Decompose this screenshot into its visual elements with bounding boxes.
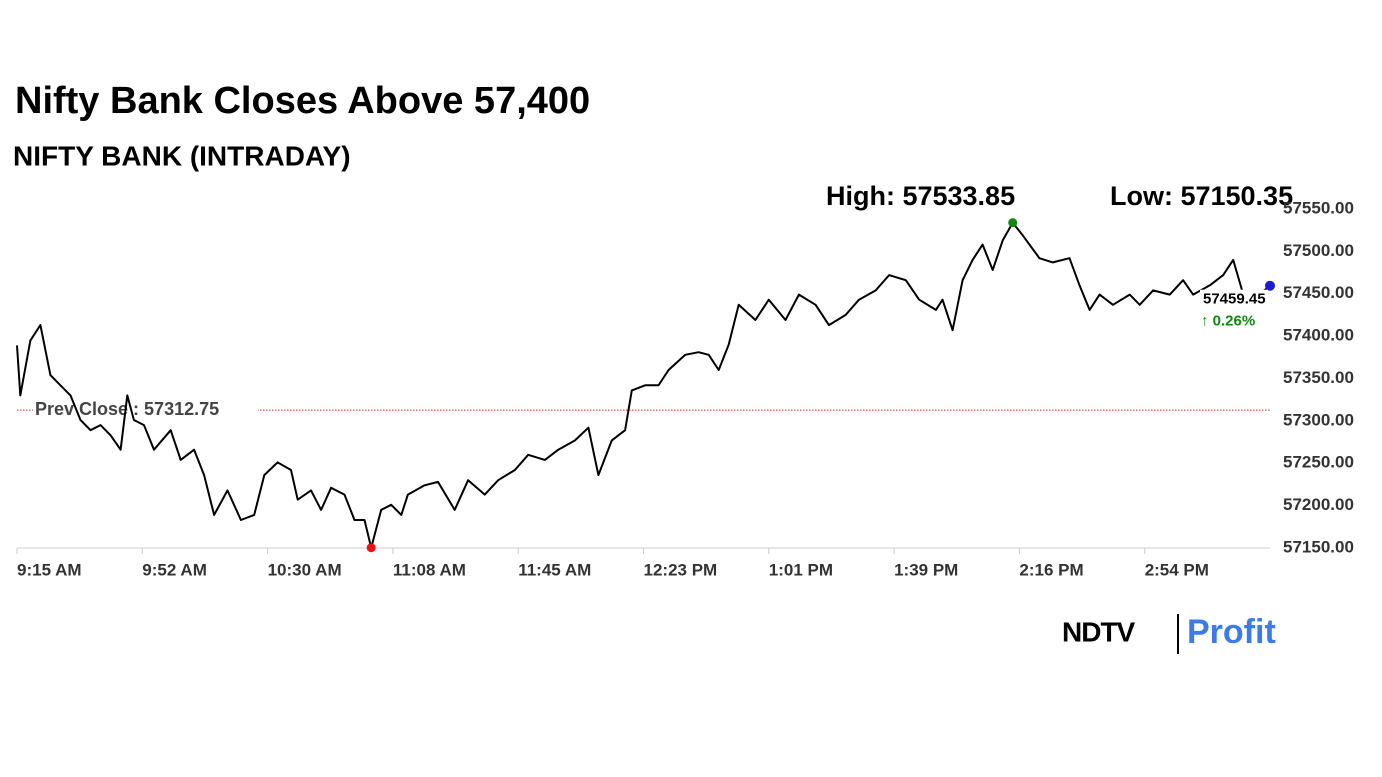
change-label: ↑ 0.26% bbox=[1201, 313, 1255, 330]
x-tick-label: 11:08 AM bbox=[393, 560, 466, 579]
prev-close-label: Prev Close : 57312.75 bbox=[35, 399, 219, 419]
y-tick-label: 57350.00 bbox=[1283, 368, 1354, 387]
x-tick-label: 2:54 PM bbox=[1145, 560, 1209, 579]
low-label: Low: 57150.35 bbox=[1110, 181, 1293, 211]
high-marker bbox=[1008, 218, 1018, 228]
prev-close-bg bbox=[33, 399, 258, 420]
y-tick-label: 57500.00 bbox=[1283, 241, 1354, 260]
high-label: High: 57533.85 bbox=[826, 181, 1015, 211]
x-tick-label: 1:01 PM bbox=[769, 560, 833, 579]
x-tick-label: 1:39 PM bbox=[894, 560, 958, 579]
chart-subtitle: NIFTY BANK (INTRADAY) bbox=[13, 140, 351, 171]
y-tick-label: 57300.00 bbox=[1283, 410, 1354, 429]
x-tick-label: 9:52 AM bbox=[142, 560, 207, 579]
last-marker bbox=[1265, 280, 1275, 291]
price-line bbox=[16, 221, 1271, 549]
x-tick-label: 10:30 AM bbox=[268, 560, 342, 579]
y-tick-label: 57400.00 bbox=[1283, 326, 1354, 345]
y-tick-label: 57200.00 bbox=[1283, 495, 1354, 514]
last-value-label: 57459.45 bbox=[1203, 291, 1266, 308]
x-tick-label: 9:15 AM bbox=[17, 560, 82, 579]
logo-profit: Profit bbox=[1187, 613, 1276, 651]
logo-ndtv: NDTV bbox=[1062, 616, 1136, 647]
y-tick-label: 57250.00 bbox=[1283, 453, 1354, 472]
x-tick-label: 2:16 PM bbox=[1019, 560, 1083, 579]
x-tick-label: 11:45 AM bbox=[518, 560, 591, 579]
last-bg bbox=[1200, 289, 1268, 330]
x-tick-label: 12:23 PM bbox=[644, 560, 718, 579]
chart-title: Nifty Bank Closes Above 57,400 bbox=[15, 80, 590, 122]
low-marker bbox=[366, 543, 376, 553]
y-tick-label: 57450.00 bbox=[1283, 283, 1354, 302]
y-tick-label: 57550.00 bbox=[1283, 198, 1354, 217]
y-tick-label: 57150.00 bbox=[1283, 537, 1354, 556]
